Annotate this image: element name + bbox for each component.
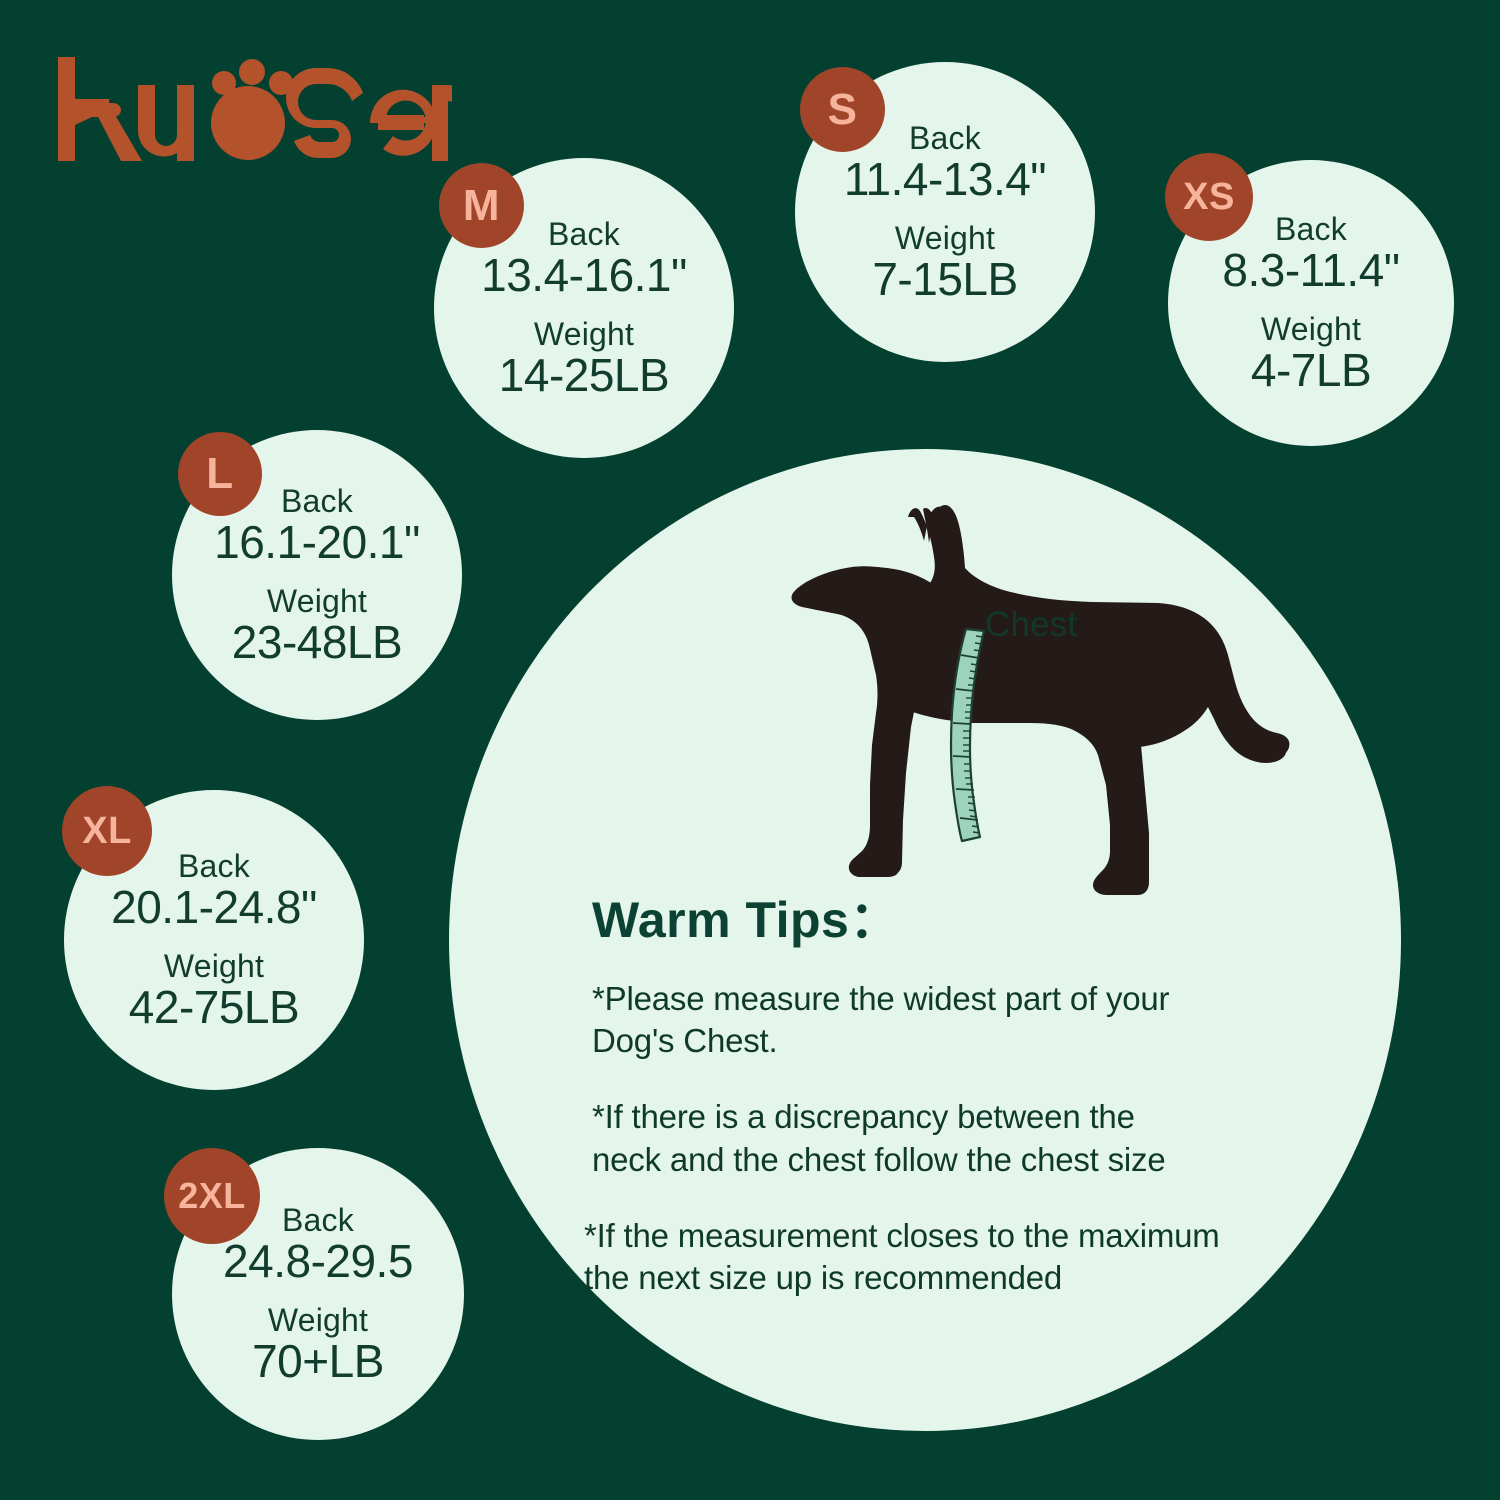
back-value: 13.4-16.1" bbox=[481, 249, 687, 301]
chest-label: Chest bbox=[985, 605, 1078, 644]
weight-label: Weight bbox=[1260, 311, 1362, 347]
size-badge-xs[interactable]: XS bbox=[1165, 153, 1253, 241]
weight-label: Weight bbox=[267, 1302, 369, 1338]
warm-tip-item: *If there is a discrepancy between the n… bbox=[592, 1098, 1166, 1178]
back-label: Back bbox=[178, 848, 250, 884]
warm-tip-item: *If the measurement closes to the maximu… bbox=[584, 1216, 1220, 1297]
back-value: 20.1-24.8" bbox=[111, 881, 317, 933]
weight-label: Weight bbox=[894, 220, 996, 256]
weight-label: Weight bbox=[533, 316, 635, 352]
back-label: Back bbox=[282, 1202, 354, 1238]
back-value: 24.8-29.5 bbox=[223, 1235, 413, 1287]
size-bubble-m[interactable]: Back 13.4-16.1" Weight 14-25LB bbox=[434, 158, 734, 458]
back-value: 11.4-13.4" bbox=[843, 153, 1047, 205]
dog-illustration bbox=[780, 495, 1310, 955]
measuring-tape bbox=[949, 627, 986, 843]
weight-label: Weight bbox=[163, 948, 265, 984]
weight-label: Weight bbox=[266, 583, 368, 619]
size-badge-2xl[interactable]: 2XL bbox=[164, 1148, 260, 1244]
back-label: Back bbox=[281, 483, 353, 519]
warm-tips-title: Warm Tips： bbox=[592, 892, 900, 948]
warm-tips-block: Warm Tips： *Please measure the widest pa… bbox=[584, 880, 1332, 1299]
size-bubble-xs[interactable]: Back 8.3-11.4" Weight 4-7LB bbox=[1168, 160, 1454, 446]
back-value: 8.3-11.4" bbox=[1222, 244, 1400, 296]
back-label: Back bbox=[1275, 211, 1347, 247]
weight-value: 70+LB bbox=[252, 1335, 384, 1387]
back-value: 16.1-20.1" bbox=[214, 516, 420, 568]
weight-value: 42-75LB bbox=[128, 981, 300, 1033]
weight-value: 14-25LB bbox=[498, 349, 670, 401]
weight-value: 4-7LB bbox=[1250, 344, 1372, 396]
warm-tip-item: *Please measure the widest part of your … bbox=[592, 980, 1170, 1060]
size-badge-xl[interactable]: XL bbox=[62, 786, 152, 876]
back-label: Back bbox=[548, 216, 620, 252]
back-label: Back bbox=[909, 120, 981, 156]
weight-value: 23-48LB bbox=[231, 616, 403, 668]
size-badge-m[interactable]: M bbox=[439, 163, 524, 248]
size-badge-s[interactable]: S bbox=[800, 67, 885, 152]
size-badge-l[interactable]: L bbox=[178, 432, 262, 516]
brand-logo bbox=[52, 55, 452, 165]
weight-value: 7-15LB bbox=[872, 253, 1018, 305]
